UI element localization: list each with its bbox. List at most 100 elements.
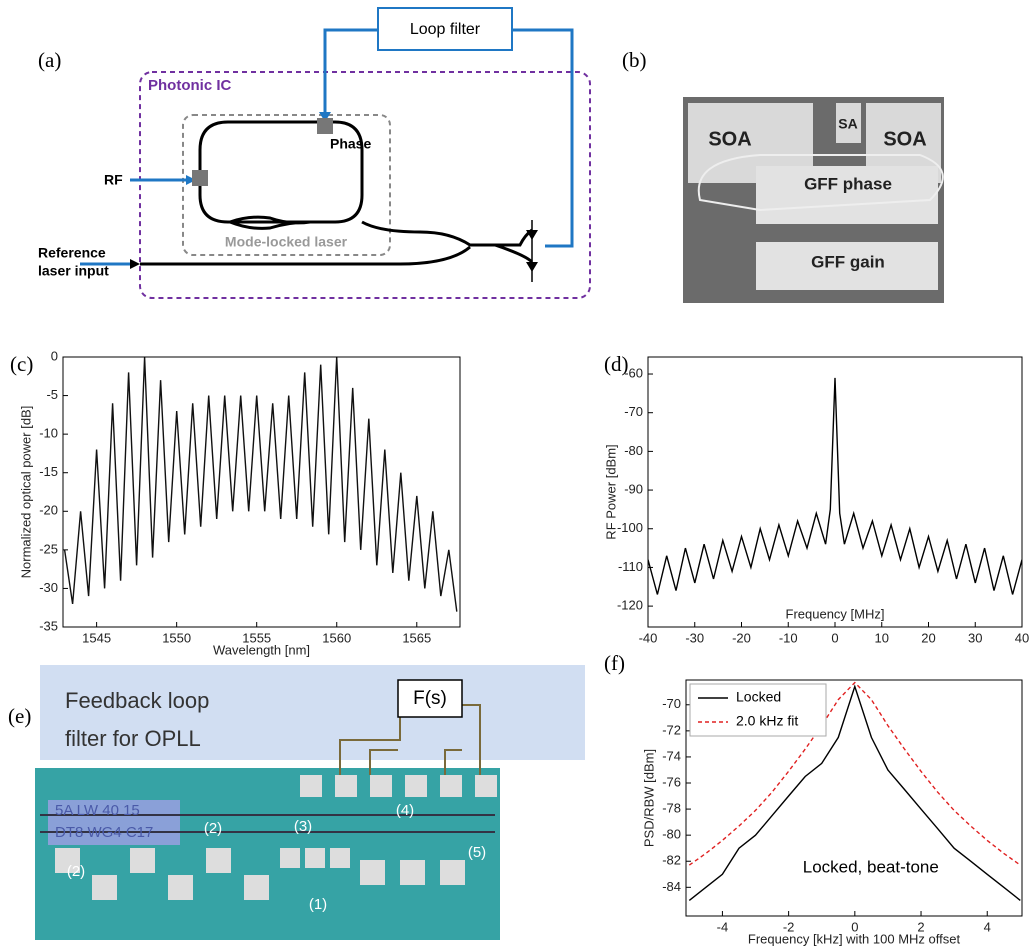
photo-b: [683, 97, 944, 303]
x-tick-label: 1565: [402, 630, 431, 645]
y-axis-label: PSD/RBW [dBm]: [641, 749, 656, 847]
annotation: Locked, beat-tone: [803, 857, 939, 876]
x-tick-label: -20: [732, 630, 751, 645]
y-tick-label: -78: [662, 801, 681, 816]
laser-ring: [198, 120, 364, 224]
filter-box: [397, 679, 463, 718]
rf-label: RF: [104, 172, 123, 188]
y-tick-label: -35: [39, 618, 58, 633]
x-tick-label: 1545: [82, 630, 111, 645]
y-tick-label: -70: [624, 404, 643, 419]
x-tick-label: -4: [717, 919, 729, 934]
x-tick-label: 2: [917, 919, 924, 934]
y-tick-label: -72: [662, 722, 681, 737]
y-tick-label: -90: [624, 482, 643, 497]
filter-label: F(s): [413, 688, 447, 709]
y-tick-label: -5: [46, 387, 58, 402]
chip: [35, 768, 500, 940]
photonic-ic-label: Photonic IC: [148, 77, 231, 94]
x-tick-label: 1550: [162, 630, 191, 645]
y-tick-label: -120: [617, 598, 643, 613]
loop-filter-label: Loop filter: [410, 21, 481, 38]
y-tick-label: -76: [662, 774, 681, 789]
waveguides: [140, 220, 534, 266]
photo-e: [35, 665, 585, 940]
y-tick-label: -110: [618, 559, 643, 574]
phase-label: Phase: [330, 136, 371, 152]
x-tick-label: 0: [851, 919, 858, 934]
y-tick-label: -25: [39, 541, 58, 556]
y-tick-label: -80: [624, 443, 643, 458]
pads: [55, 775, 497, 900]
legend-box: [689, 683, 827, 737]
chart: 1545 1550 1555 1560 1565 -35 -30 -25 -20 -15 -10 -5…: [18, 348, 461, 657]
chip-marking: 5A LW 40 15: [55, 802, 140, 819]
reference-label: laser input: [38, 263, 109, 279]
pad: [756, 242, 938, 290]
callout: (2): [204, 820, 222, 837]
overlay-text: filter for OPLL: [65, 726, 201, 751]
chart: -4 -2 0 2 4 -84 -82 -80 -78 -76 -74 -72 -70 Frequency…: [641, 679, 1023, 946]
callout: (1): [309, 896, 327, 913]
photo-label: SOA: [708, 128, 751, 150]
photo-label: SA: [838, 116, 857, 132]
data-line: [648, 377, 1022, 595]
loop-filter-box: [377, 7, 513, 51]
y-tick-label: -82: [662, 853, 681, 868]
pad: [756, 166, 938, 224]
x-tick-label: 20: [921, 630, 935, 645]
x-axis-label: Frequency [kHz] with 100 MHz offset: [748, 931, 961, 946]
y-tick-label: -74: [662, 748, 681, 763]
x-tick-label: 1560: [322, 630, 351, 645]
diagram-a: [80, 7, 591, 299]
plot-frame: [647, 356, 1023, 628]
y-axis-label: RF Power [dBm]: [603, 444, 618, 539]
callout: (4): [396, 802, 414, 819]
x-tick-label: 40: [1015, 630, 1029, 645]
panel-label: (c): [10, 352, 33, 376]
laser-box: [182, 114, 391, 256]
chart: -40 -30 -20 -10 0 10 20 30 40-120-110-100-90-80-…: [603, 356, 1029, 645]
callout: (3): [294, 818, 312, 835]
y-tick-label: -80: [662, 827, 681, 842]
plot-frame: [685, 679, 1023, 917]
data-line: [688, 684, 1021, 901]
y-axis-label: Normalized optical power [dB]: [18, 406, 33, 579]
coupler: [229, 215, 311, 230]
y-tick-label: -84: [662, 879, 681, 894]
y-tick-label: -70: [662, 696, 681, 711]
x-tick-label: 30: [968, 630, 982, 645]
x-tick-label: 4: [984, 919, 991, 934]
x-tick-label: 0: [831, 630, 838, 645]
photo-label: GFF phase: [804, 174, 892, 193]
x-tick-label: -30: [685, 630, 704, 645]
y-tick-label: -30: [39, 580, 58, 595]
panel-label: (a): [38, 48, 61, 72]
signal-lines: [80, 28, 574, 266]
panel-label: (f): [604, 651, 625, 675]
waveguide: [697, 154, 944, 212]
panel-label: (e): [8, 704, 31, 728]
photo-label: SOA: [883, 128, 926, 150]
rf-section: [192, 170, 208, 186]
x-tick-label: -40: [639, 630, 658, 645]
x-tick-label: 1555: [242, 630, 271, 645]
y-tick-label: 0: [51, 348, 58, 363]
callout: (2): [67, 863, 85, 880]
plot-frame: [62, 356, 461, 628]
legend-label: Locked: [736, 689, 781, 705]
legend-label: 2.0 kHz fit: [736, 713, 798, 729]
panel-label: (d): [604, 352, 629, 376]
pad: [836, 103, 861, 143]
overlay-text: Feedback loop: [65, 688, 209, 713]
wires: [339, 704, 481, 775]
marking-area: [48, 800, 180, 845]
x-tick-label: 10: [875, 630, 889, 645]
panel-label: (b): [622, 48, 647, 72]
x-axis-label: Frequency [MHz]: [786, 606, 885, 621]
y-tick-label: -20: [39, 503, 58, 518]
y-tick-label: -60: [624, 365, 643, 380]
overlay-box: [40, 665, 585, 760]
x-axis-label: Wavelength [nm]: [213, 642, 310, 657]
